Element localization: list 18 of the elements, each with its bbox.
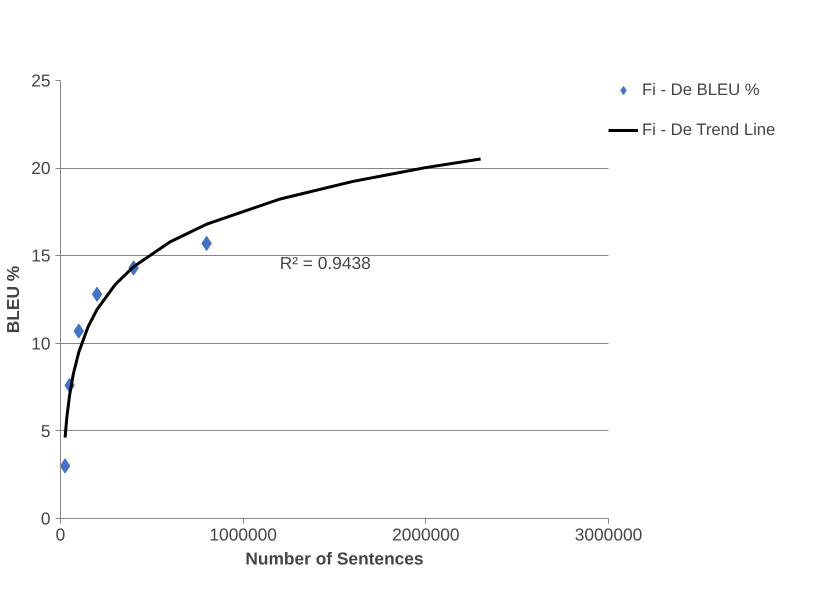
y-axis-title: BLEU % (3, 266, 24, 334)
y-tick-label: 15 (31, 246, 51, 266)
legend-label: Fi - De BLEU % (642, 80, 760, 100)
line-series (64, 157, 482, 440)
x-tick-label: 2000000 (392, 524, 460, 544)
y-tick-label: 25 (31, 70, 51, 90)
y-tick-label: 5 (40, 420, 51, 441)
y-tick-label: 10 (31, 333, 51, 354)
point (92, 286, 102, 302)
point (201, 236, 212, 251)
x-axis-title: Number of Sentences (245, 548, 424, 568)
y-tick-label: 20 (31, 158, 51, 178)
x-tick-label: 0 (56, 524, 66, 544)
x-tick-label: 3000000 (574, 524, 642, 544)
y-tick-label: 0 (40, 508, 51, 528)
legend-label: Fi - De Trend Line (642, 120, 776, 140)
annotation: R² = 0.9438 (280, 253, 371, 274)
x-tick-label: 1000000 (209, 524, 277, 544)
